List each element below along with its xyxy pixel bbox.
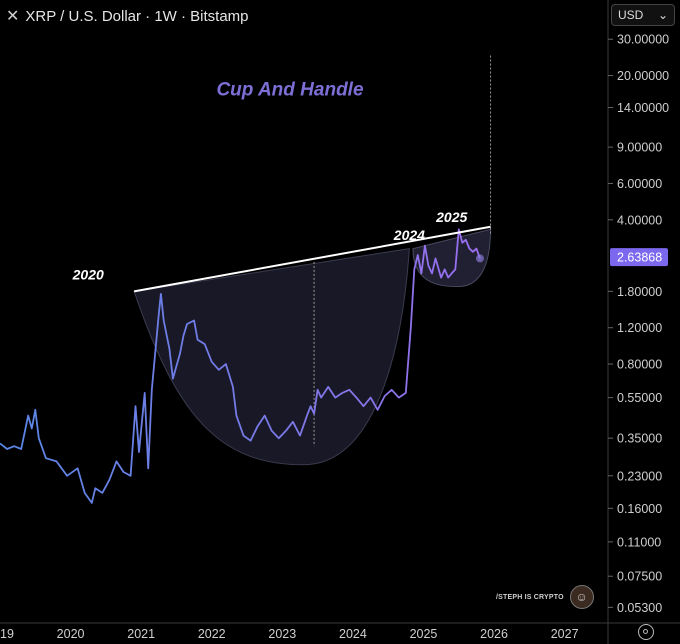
gear-icon[interactable] [638, 624, 654, 640]
last-price-label: 2.63868 [617, 251, 662, 265]
y-tick-label: 0.16000 [617, 502, 662, 516]
symbol-title[interactable]: XRP / U.S. Dollar · 1W · Bitstamp [25, 7, 249, 25]
y-tick-label: 30.00000 [617, 33, 669, 47]
close-icon[interactable]: ✕ [6, 8, 20, 25]
x-tick-label: 2023 [268, 627, 296, 641]
currency-select[interactable]: USD ⌄ [611, 4, 675, 26]
y-tick-label: 0.80000 [617, 358, 662, 372]
y-tick-label: 4.00000 [617, 213, 662, 227]
x-tick-label: 2025 [410, 627, 438, 641]
y-tick-label: 1.20000 [617, 321, 662, 335]
watermark: /STEPH IS CRYPTO ☺ [496, 585, 594, 609]
x-tick-label: 2020 [57, 627, 85, 641]
year-annotation-2025: 2025 [435, 209, 467, 225]
x-tick-label: 2026 [480, 627, 508, 641]
last-price-tag [610, 248, 668, 267]
x-tick-label: 2022 [198, 627, 226, 641]
y-tick-label: 0.11000 [617, 535, 661, 549]
y-tick-label: 20.00000 [617, 69, 669, 83]
x-tick-label: 2021 [127, 627, 155, 641]
y-tick-label: 9.00000 [617, 141, 662, 155]
x-tick-label: 2024 [339, 627, 367, 641]
cup-shape [133, 248, 410, 466]
resistance-trendline [133, 225, 491, 293]
year-annotation-2024: 2024 [393, 227, 425, 243]
y-tick-label: 0.23000 [617, 469, 662, 483]
y-tick-label: 14.00000 [617, 101, 669, 115]
y-tick-label: 0.07500 [617, 570, 662, 584]
watermark-text: /STEPH IS CRYPTO [496, 593, 564, 601]
price-series-0 [0, 228, 481, 504]
currency-value: USD [618, 8, 644, 22]
y-tick-label: 0.35000 [617, 432, 662, 446]
y-tick-label: 0.55000 [617, 391, 662, 405]
x-tick-label: 2019 [0, 627, 14, 641]
chart-title: Cup And Handle [216, 80, 363, 101]
chart-header: ✕ XRP / U.S. Dollar · 1W · Bitstamp [6, 6, 249, 26]
avatar-icon: ☺ [569, 585, 594, 609]
y-tick-label: 1.80000 [617, 285, 662, 299]
current-price-marker [475, 254, 484, 263]
x-tick-label: 2027 [551, 627, 579, 641]
year-annotation-2020: 2020 [72, 267, 104, 283]
chevron-down-icon: ⌄ [657, 8, 668, 22]
y-tick-label: 6.00000 [617, 177, 662, 191]
y-tick-label: 0.05300 [617, 601, 662, 615]
